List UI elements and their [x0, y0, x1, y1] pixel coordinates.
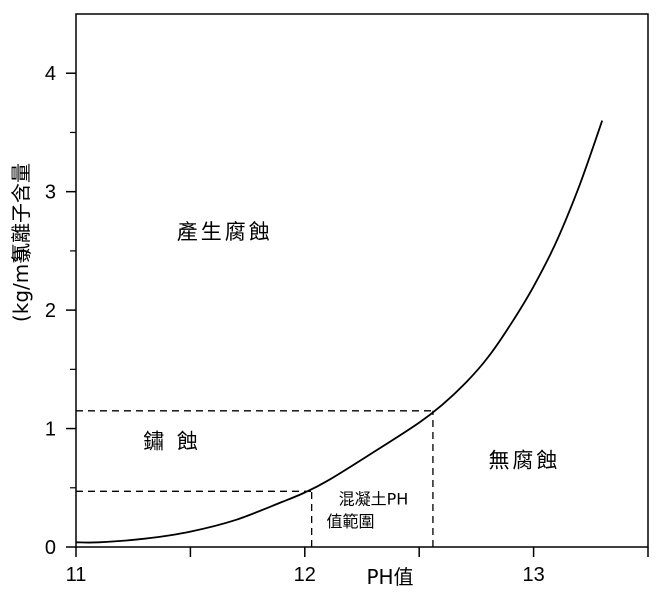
y-axis-title-line-2: (kg/m³): [9, 248, 33, 322]
x-axis: 11 12 13: [66, 547, 649, 586]
series-line: [75, 120, 604, 544]
y-axis-title-line-1: 氯離子含量: [9, 163, 33, 263]
y-axis-title: 氯離子含量 (kg/m³): [9, 163, 33, 322]
annotation-label: 值範圍: [327, 512, 375, 531]
y-axis: 0 1 2 3 4: [45, 63, 76, 559]
y-tick-label: 0: [45, 537, 56, 559]
y-tick-label: 4: [45, 63, 56, 85]
reference-lines: [76, 410, 434, 547]
x-tick-label: 11: [66, 564, 87, 586]
curve-layer: [75, 120, 604, 544]
annotation-label: 產生腐蝕: [177, 220, 273, 244]
annotation-label: 無腐蝕: [488, 449, 560, 473]
x-tick-label: 13: [522, 564, 544, 586]
annotation-label: 混凝土PH: [339, 489, 409, 508]
x-axis-title: PH值: [366, 565, 413, 589]
plot-frame: [75, 13, 649, 548]
y-tick-label: 3: [45, 182, 56, 204]
y-tick-label: 1: [45, 419, 56, 441]
annotation-label: 鏽 蝕: [143, 430, 201, 454]
y-tick-label: 2: [45, 300, 56, 322]
x-tick-label: 12: [294, 564, 316, 586]
